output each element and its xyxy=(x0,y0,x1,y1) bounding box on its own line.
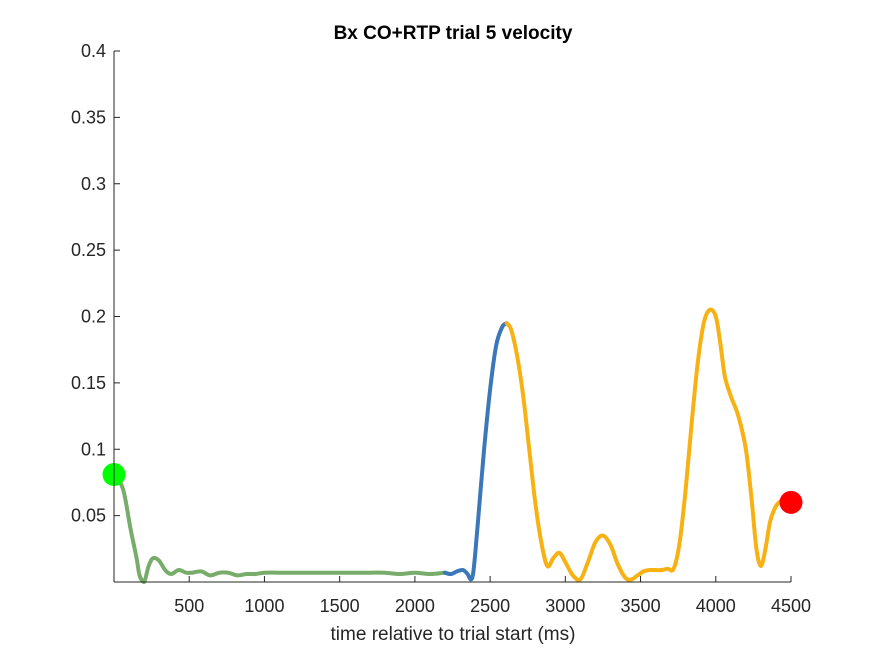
y-tick-label: 0.1 xyxy=(81,439,106,459)
x-tick-label: 2000 xyxy=(395,596,435,616)
series-line-3 xyxy=(504,307,793,583)
series-line-1 xyxy=(112,472,447,584)
x-tick-label: 4000 xyxy=(696,596,736,616)
y-tick-label: 0.3 xyxy=(81,174,106,194)
x-axis-label: time relative to trial start (ms) xyxy=(331,624,576,645)
x-tick-label: 1000 xyxy=(244,596,284,616)
series-layer xyxy=(112,307,793,584)
series-line-2 xyxy=(442,321,509,582)
x-axis-ticks: 500 1000 1500 2000 2500 3000 3500 4000 4500 xyxy=(174,576,811,616)
y-tick-label: 0.15 xyxy=(71,373,106,393)
plot-area xyxy=(102,307,803,584)
y-axis-ticks: 0.05 0.1 0.15 0.2 0.25 0.3 0.35 0.4 xyxy=(71,41,120,526)
end-marker xyxy=(779,490,803,514)
chart-title: Bx CO+RTP trial 5 velocity xyxy=(334,23,573,44)
x-tick-label: 1500 xyxy=(320,596,360,616)
x-tick-label: 4500 xyxy=(771,596,811,616)
y-tick-label: 0.35 xyxy=(71,107,106,127)
y-tick-label: 0.4 xyxy=(81,41,106,61)
y-tick-label: 0.05 xyxy=(71,506,106,526)
x-tick-label: 3000 xyxy=(545,596,585,616)
y-tick-label: 0.25 xyxy=(71,240,106,260)
x-tick-label: 500 xyxy=(174,596,204,616)
x-tick-label: 2500 xyxy=(470,596,510,616)
y-tick-label: 0.2 xyxy=(81,307,106,327)
x-tick-label: 3500 xyxy=(621,596,661,616)
